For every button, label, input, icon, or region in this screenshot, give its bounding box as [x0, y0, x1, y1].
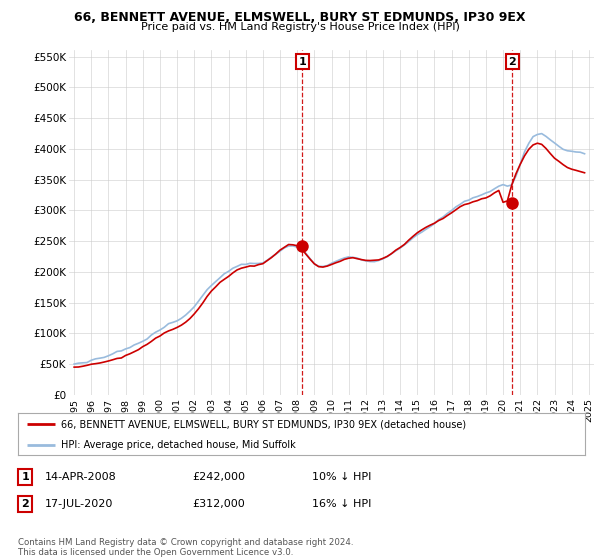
- Text: 66, BENNETT AVENUE, ELMSWELL, BURY ST EDMUNDS, IP30 9EX (detached house): 66, BENNETT AVENUE, ELMSWELL, BURY ST ED…: [61, 419, 466, 429]
- Text: 10% ↓ HPI: 10% ↓ HPI: [312, 472, 371, 482]
- Text: 1: 1: [298, 57, 306, 67]
- Text: £312,000: £312,000: [192, 499, 245, 509]
- Text: 2: 2: [508, 57, 516, 67]
- Text: 14-APR-2008: 14-APR-2008: [45, 472, 117, 482]
- Text: 16% ↓ HPI: 16% ↓ HPI: [312, 499, 371, 509]
- Text: 17-JUL-2020: 17-JUL-2020: [45, 499, 113, 509]
- Text: Contains HM Land Registry data © Crown copyright and database right 2024.
This d: Contains HM Land Registry data © Crown c…: [18, 538, 353, 557]
- Text: 1: 1: [22, 472, 29, 482]
- Text: Price paid vs. HM Land Registry's House Price Index (HPI): Price paid vs. HM Land Registry's House …: [140, 22, 460, 32]
- Text: £242,000: £242,000: [192, 472, 245, 482]
- Text: 66, BENNETT AVENUE, ELMSWELL, BURY ST EDMUNDS, IP30 9EX: 66, BENNETT AVENUE, ELMSWELL, BURY ST ED…: [74, 11, 526, 24]
- Text: 2: 2: [22, 499, 29, 509]
- Text: HPI: Average price, detached house, Mid Suffolk: HPI: Average price, detached house, Mid …: [61, 441, 295, 450]
